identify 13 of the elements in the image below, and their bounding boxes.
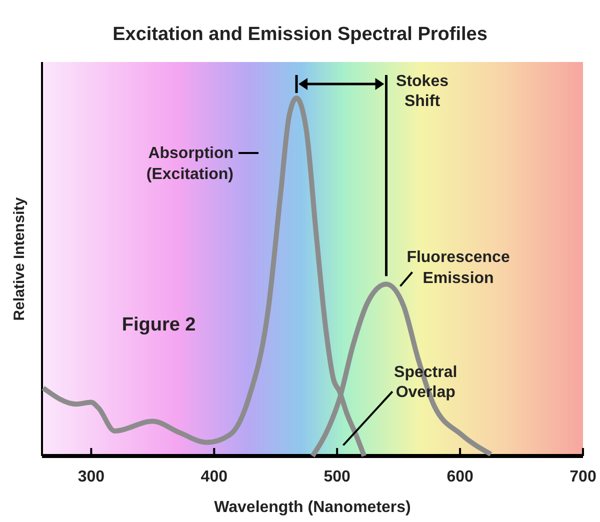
x-tick-label: 600 [446,468,474,486]
series-label: Fluorescence Emission [406,249,510,288]
x-tick-label: 400 [200,468,228,486]
annotation: Stokes Shift [396,73,449,110]
text: Absorption (Excitation) [146,145,234,183]
x-axis-title: Wavelength (Nanometers) [214,499,411,516]
annotation: Figure 2 [122,314,196,336]
x-tick-label: 500 [324,468,351,486]
y-axis-title: Relative Intensity [11,196,28,321]
x-tick-label: 300 [78,468,105,486]
annotation: Spectral Overlap [394,364,458,402]
x-tick-label: 700 [570,468,596,486]
chart-title: Excitation and Emission Spectral Profiles [112,24,488,45]
